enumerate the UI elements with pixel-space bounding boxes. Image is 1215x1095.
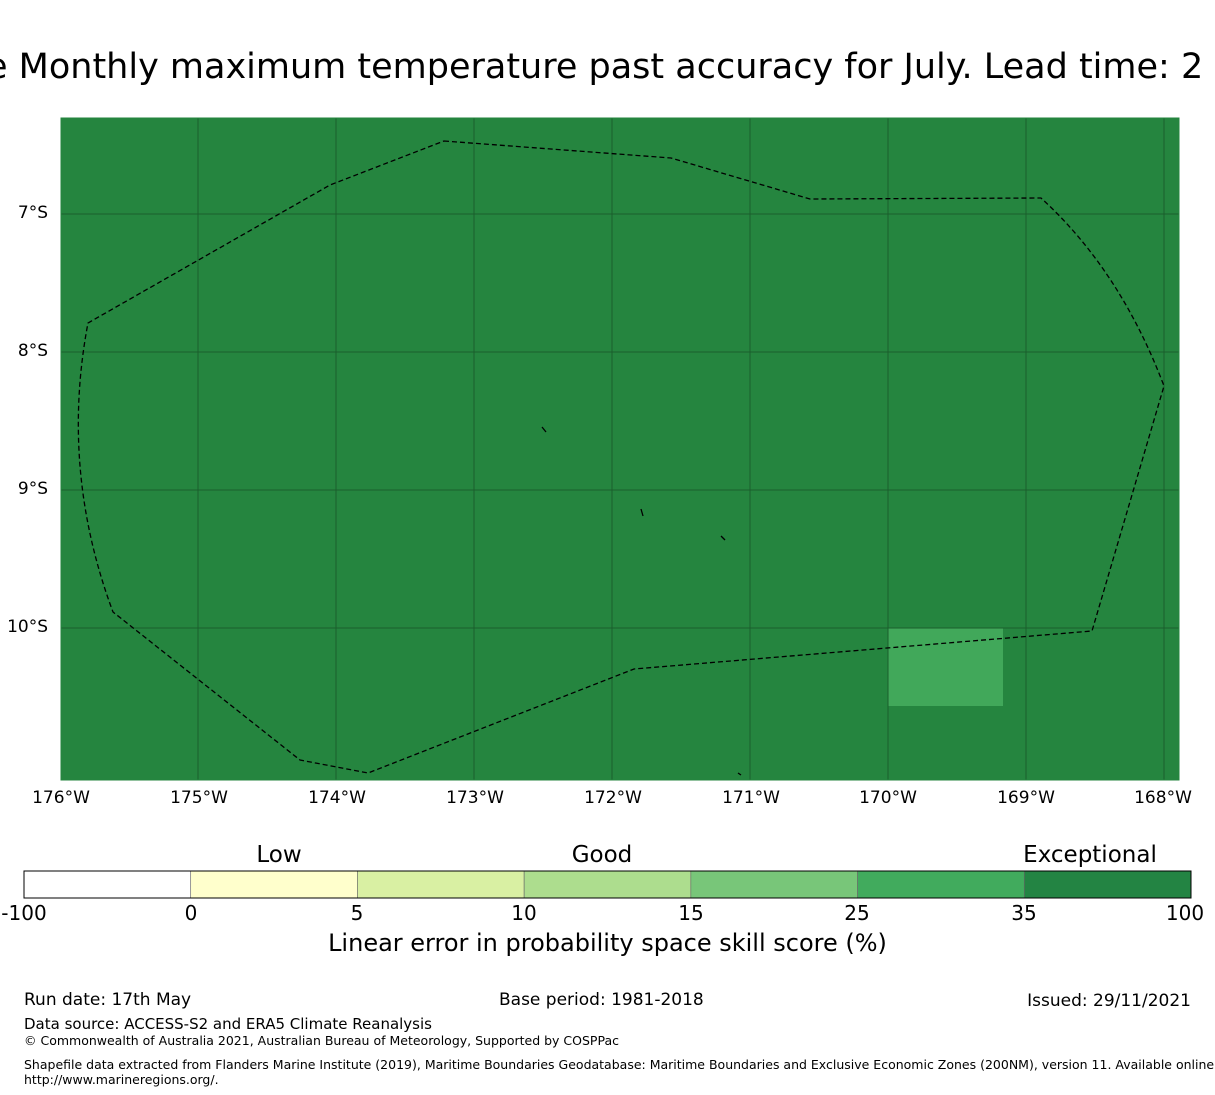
lon-label-173w: 173°W xyxy=(446,788,504,808)
run-date: Run date: 17th May xyxy=(24,990,192,1010)
colorbar xyxy=(23,870,1192,899)
map-title-text: ile Monthly maximum temperature past acc… xyxy=(0,47,1215,87)
category-good: Good xyxy=(571,842,633,868)
colorbar-segment xyxy=(690,870,858,899)
map-frame xyxy=(60,117,1180,781)
lon-label-168w: 168°W xyxy=(1134,788,1192,808)
colorbar-tick: 5 xyxy=(350,901,364,925)
island-atafu xyxy=(541,426,547,433)
category-low: Low xyxy=(256,842,302,868)
lon-label-174w: 174°W xyxy=(308,788,366,808)
map-area xyxy=(61,118,1179,780)
eez-boundary xyxy=(77,140,1165,774)
base-period: Base period: 1981-2018 xyxy=(499,990,704,1010)
lat-label-9s: 9°S xyxy=(17,479,48,499)
colorbar-segment xyxy=(1023,870,1192,899)
issued-date: Issued: 29/11/2021 xyxy=(1027,991,1191,1011)
graticule xyxy=(61,118,1179,780)
category-exceptional: Exceptional xyxy=(1023,842,1157,868)
map-title: ile Monthly maximum temperature past acc… xyxy=(0,42,1215,92)
lon-label-170w: 170°W xyxy=(859,788,917,808)
island-fakaofo xyxy=(720,535,726,541)
copyright: © Commonwealth of Australia 2021, Austra… xyxy=(24,1033,619,1048)
lat-label-10s: 10°S xyxy=(7,617,48,637)
colorbar-tick: -100 xyxy=(1,901,47,925)
lat-label-8s: 8°S xyxy=(17,341,48,361)
highlight-cell xyxy=(888,628,1003,706)
data-source: Data source: ACCESS-S2 and ERA5 Climate … xyxy=(24,1015,432,1033)
lon-label-169w: 169°W xyxy=(997,788,1055,808)
lon-label-172w: 172°W xyxy=(584,788,642,808)
colorbar-tick: 0 xyxy=(184,901,198,925)
colorbar-tick: 35 xyxy=(1011,901,1037,925)
islands xyxy=(541,426,742,776)
colorbar-segment xyxy=(857,870,1025,899)
lon-label-176w: 176°W xyxy=(32,788,90,808)
colorbar-tick: 10 xyxy=(511,901,537,925)
colorbar-tick: 15 xyxy=(678,901,704,925)
island-swains xyxy=(737,772,742,776)
colorbar-segment xyxy=(190,870,358,899)
colorbar-segment xyxy=(23,870,192,899)
shapefile-credit: Shapefile data extracted from Flanders M… xyxy=(24,1057,1215,1072)
colorbar-tick: 25 xyxy=(844,901,870,925)
colorbar-frame xyxy=(23,870,1192,899)
colorbar-label: Linear error in probability space skill … xyxy=(328,929,887,957)
shapefile-url: http://www.marineregions.org/. xyxy=(24,1072,219,1087)
lat-label-7s: 7°S xyxy=(17,203,48,223)
colorbar-segment xyxy=(357,870,525,899)
colorbar-tick: 100 xyxy=(1165,901,1205,925)
lon-label-171w: 171°W xyxy=(722,788,780,808)
island-nukunonu xyxy=(640,508,644,517)
lon-label-175w: 175°W xyxy=(170,788,228,808)
colorbar-segment xyxy=(523,870,692,899)
